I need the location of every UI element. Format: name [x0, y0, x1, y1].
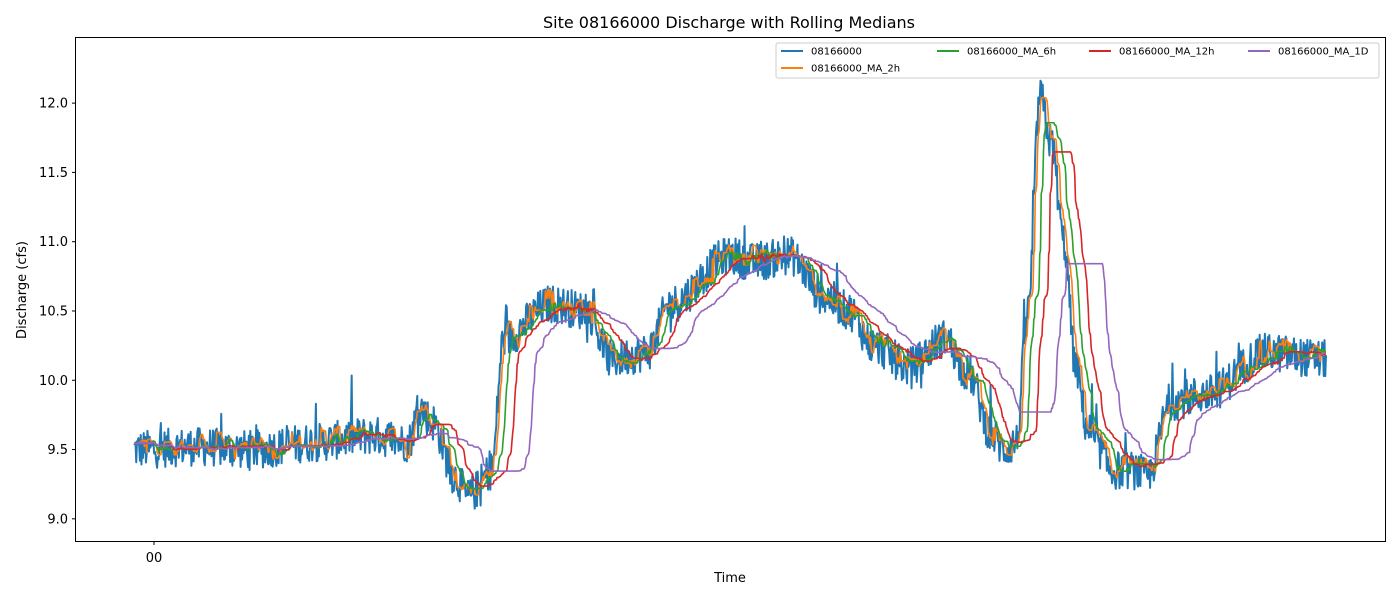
legend: 08166000 08166000_MA_2h 08166000_MA_6h 0816… — [775, 42, 1380, 79]
legend-label: 08166000_MA_6h — [967, 47, 1056, 58]
legend-label: 08166000 — [811, 47, 862, 58]
legend-label: 08166000_MA_12h — [1119, 47, 1214, 58]
x-axis-ticks: 00 — [146, 541, 163, 566]
series-line-3 — [133, 151, 1327, 487]
y-tick-label: 10.0 — [39, 374, 68, 389]
x-tick-label: 00 — [146, 551, 163, 566]
y-tick-label: 9.0 — [47, 512, 68, 527]
y-tick-label: 10.5 — [39, 304, 68, 319]
plot-frame — [75, 37, 1386, 542]
legend-label: 08166000_MA_1D — [1278, 47, 1369, 58]
x-axis-label: Time — [713, 571, 746, 586]
y-tick-label: 11.5 — [39, 166, 68, 181]
legend-label: 08166000_MA_2h — [811, 64, 900, 75]
series-line-4 — [133, 254, 1327, 472]
y-tick-label: 11.0 — [39, 235, 68, 250]
series-line-1 — [133, 96, 1327, 496]
y-axis-ticks: 9.0 9.5 10.0 10.5 11.0 11.5 12.0 — [39, 97, 76, 527]
chart-title: Site 08166000 Discharge with Rolling Med… — [543, 13, 915, 32]
legend-box — [775, 42, 1380, 79]
series-lines — [133, 79, 1327, 510]
y-tick-label: 12.0 — [39, 97, 68, 112]
series-line-2 — [133, 121, 1327, 491]
y-axis-label: Discharge (cfs) — [15, 241, 30, 339]
series-line-0 — [133, 79, 1327, 510]
y-tick-label: 9.5 — [47, 443, 68, 458]
